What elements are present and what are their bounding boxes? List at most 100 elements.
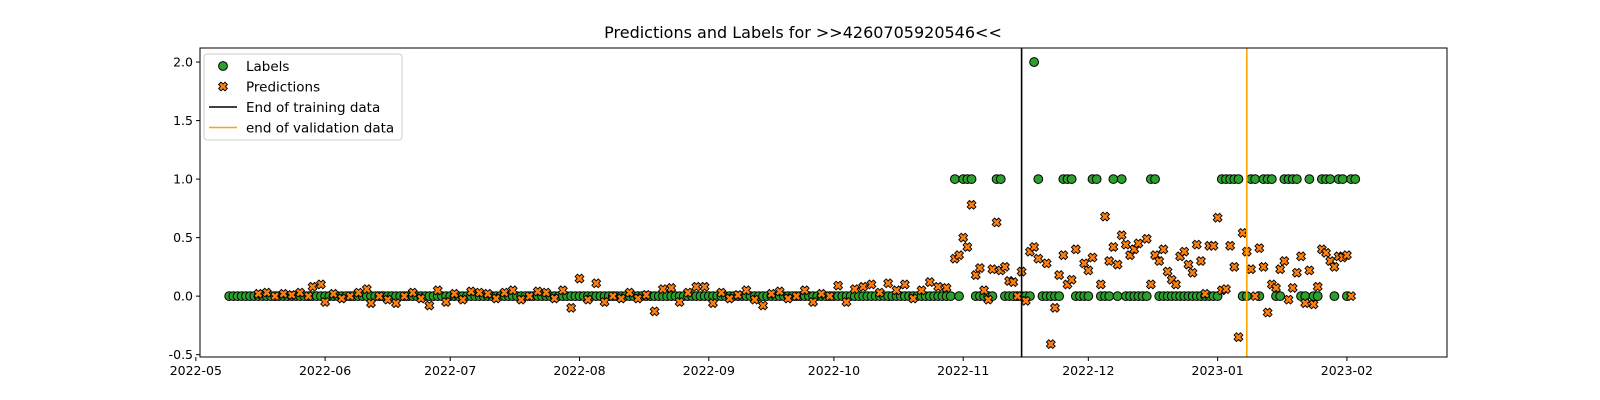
prediction-point — [958, 232, 969, 243]
prediction-point — [1341, 250, 1352, 261]
prediction-point — [808, 296, 819, 308]
label-point — [1266, 174, 1277, 184]
x-tick-label: 2022-11 — [937, 363, 989, 378]
prediction-point — [1237, 227, 1248, 238]
prediction-point — [1300, 298, 1311, 309]
prediction-point — [599, 296, 610, 308]
y-tick-label: -0.5 — [169, 347, 193, 362]
label-point — [1141, 291, 1152, 302]
plot-area: 2022-05 2022-06 2022-07 2022-08 2022-09 2022-… — [169, 47, 1448, 378]
x-tick-label: 2022-08 — [553, 363, 605, 378]
prediction-point — [1158, 244, 1169, 255]
legend-entry-label: Labels — [246, 59, 289, 75]
prediction-point — [874, 287, 885, 298]
prediction-point — [799, 285, 810, 296]
prediction-point — [1308, 299, 1319, 310]
prediction-point — [999, 261, 1010, 272]
label-point — [1275, 291, 1286, 302]
y-tick-label: 0.0 — [173, 289, 193, 304]
prediction-point — [732, 289, 744, 301]
prediction-point — [532, 286, 543, 297]
prediction-point — [1229, 261, 1240, 272]
prediction-point — [499, 287, 510, 298]
prediction-point — [1187, 267, 1198, 278]
x-tick-label: 2023-02 — [1321, 363, 1373, 378]
prediction-point — [858, 281, 869, 292]
label-point — [1112, 291, 1123, 302]
prediction-point — [1291, 267, 1302, 278]
prediction-point — [649, 306, 660, 317]
prediction-point — [1058, 250, 1069, 261]
prediction-point — [491, 293, 502, 304]
prediction-point — [916, 285, 927, 296]
prediction-point — [766, 288, 777, 299]
x-tick-label: 2022-06 — [299, 363, 351, 378]
prediction-point — [1225, 240, 1236, 251]
prediction-point — [1045, 339, 1056, 350]
prediction-point — [624, 287, 635, 298]
prediction-point — [361, 284, 372, 295]
prediction-point — [908, 293, 919, 304]
prediction-point — [1287, 282, 1298, 293]
label-point — [949, 174, 960, 184]
prediction-point — [1179, 246, 1190, 257]
prediction-point — [1170, 279, 1181, 290]
prediction-point — [1029, 241, 1040, 253]
prediction-point — [345, 291, 356, 302]
prediction-point — [924, 277, 935, 288]
prediction-point — [516, 294, 527, 305]
prediction-point — [783, 293, 794, 304]
prediction-point — [1116, 230, 1127, 241]
prediction-point — [1200, 288, 1211, 299]
prediction-point — [1112, 259, 1123, 270]
y-tick-label: 1.0 — [173, 172, 193, 187]
prediction-point — [774, 286, 785, 297]
prediction-point — [1041, 258, 1052, 269]
prediction-point — [1220, 284, 1231, 295]
prediction-point — [278, 288, 289, 299]
prediction-point — [474, 287, 485, 298]
prediction-point — [933, 281, 944, 292]
prediction-point — [574, 273, 585, 284]
label-point — [1325, 174, 1336, 184]
label-point — [1108, 174, 1119, 184]
prediction-point — [524, 291, 535, 302]
prediction-point — [1133, 238, 1144, 249]
prediction-point — [1141, 233, 1152, 244]
label-point — [1116, 174, 1127, 184]
prediction-point — [549, 293, 560, 304]
label-point — [945, 291, 956, 302]
x-tick-label: 2022-12 — [1062, 363, 1114, 378]
label-point — [1350, 174, 1361, 184]
prediction-point — [607, 291, 618, 302]
prediction-point — [424, 300, 435, 311]
prediction-point — [270, 291, 281, 302]
prediction-point — [365, 298, 377, 309]
prediction-point — [707, 298, 719, 309]
prediction-point — [1108, 241, 1119, 253]
prediction-point — [699, 281, 710, 292]
label-point — [1104, 291, 1115, 302]
prediction-point — [716, 287, 727, 298]
prediction-point — [286, 289, 297, 301]
prediction-point — [616, 293, 627, 304]
prediction-point — [816, 288, 827, 299]
legend-predictions-marker — [217, 81, 229, 92]
prediction-point — [966, 199, 977, 210]
prediction-point — [791, 291, 802, 302]
prediction-point — [1049, 302, 1061, 313]
prediction-point — [1208, 240, 1219, 251]
prediction-point — [1195, 255, 1206, 267]
prediction-point — [962, 241, 973, 253]
label-point — [1150, 174, 1160, 184]
prediction-point — [1145, 279, 1156, 290]
prediction-point — [336, 293, 347, 304]
prediction-point — [541, 287, 552, 298]
prediction-point — [632, 293, 643, 304]
label-point — [1312, 291, 1323, 302]
prediction-point — [757, 300, 769, 311]
prediction-point — [983, 294, 994, 305]
label-point — [966, 174, 977, 184]
label-point — [995, 174, 1006, 184]
